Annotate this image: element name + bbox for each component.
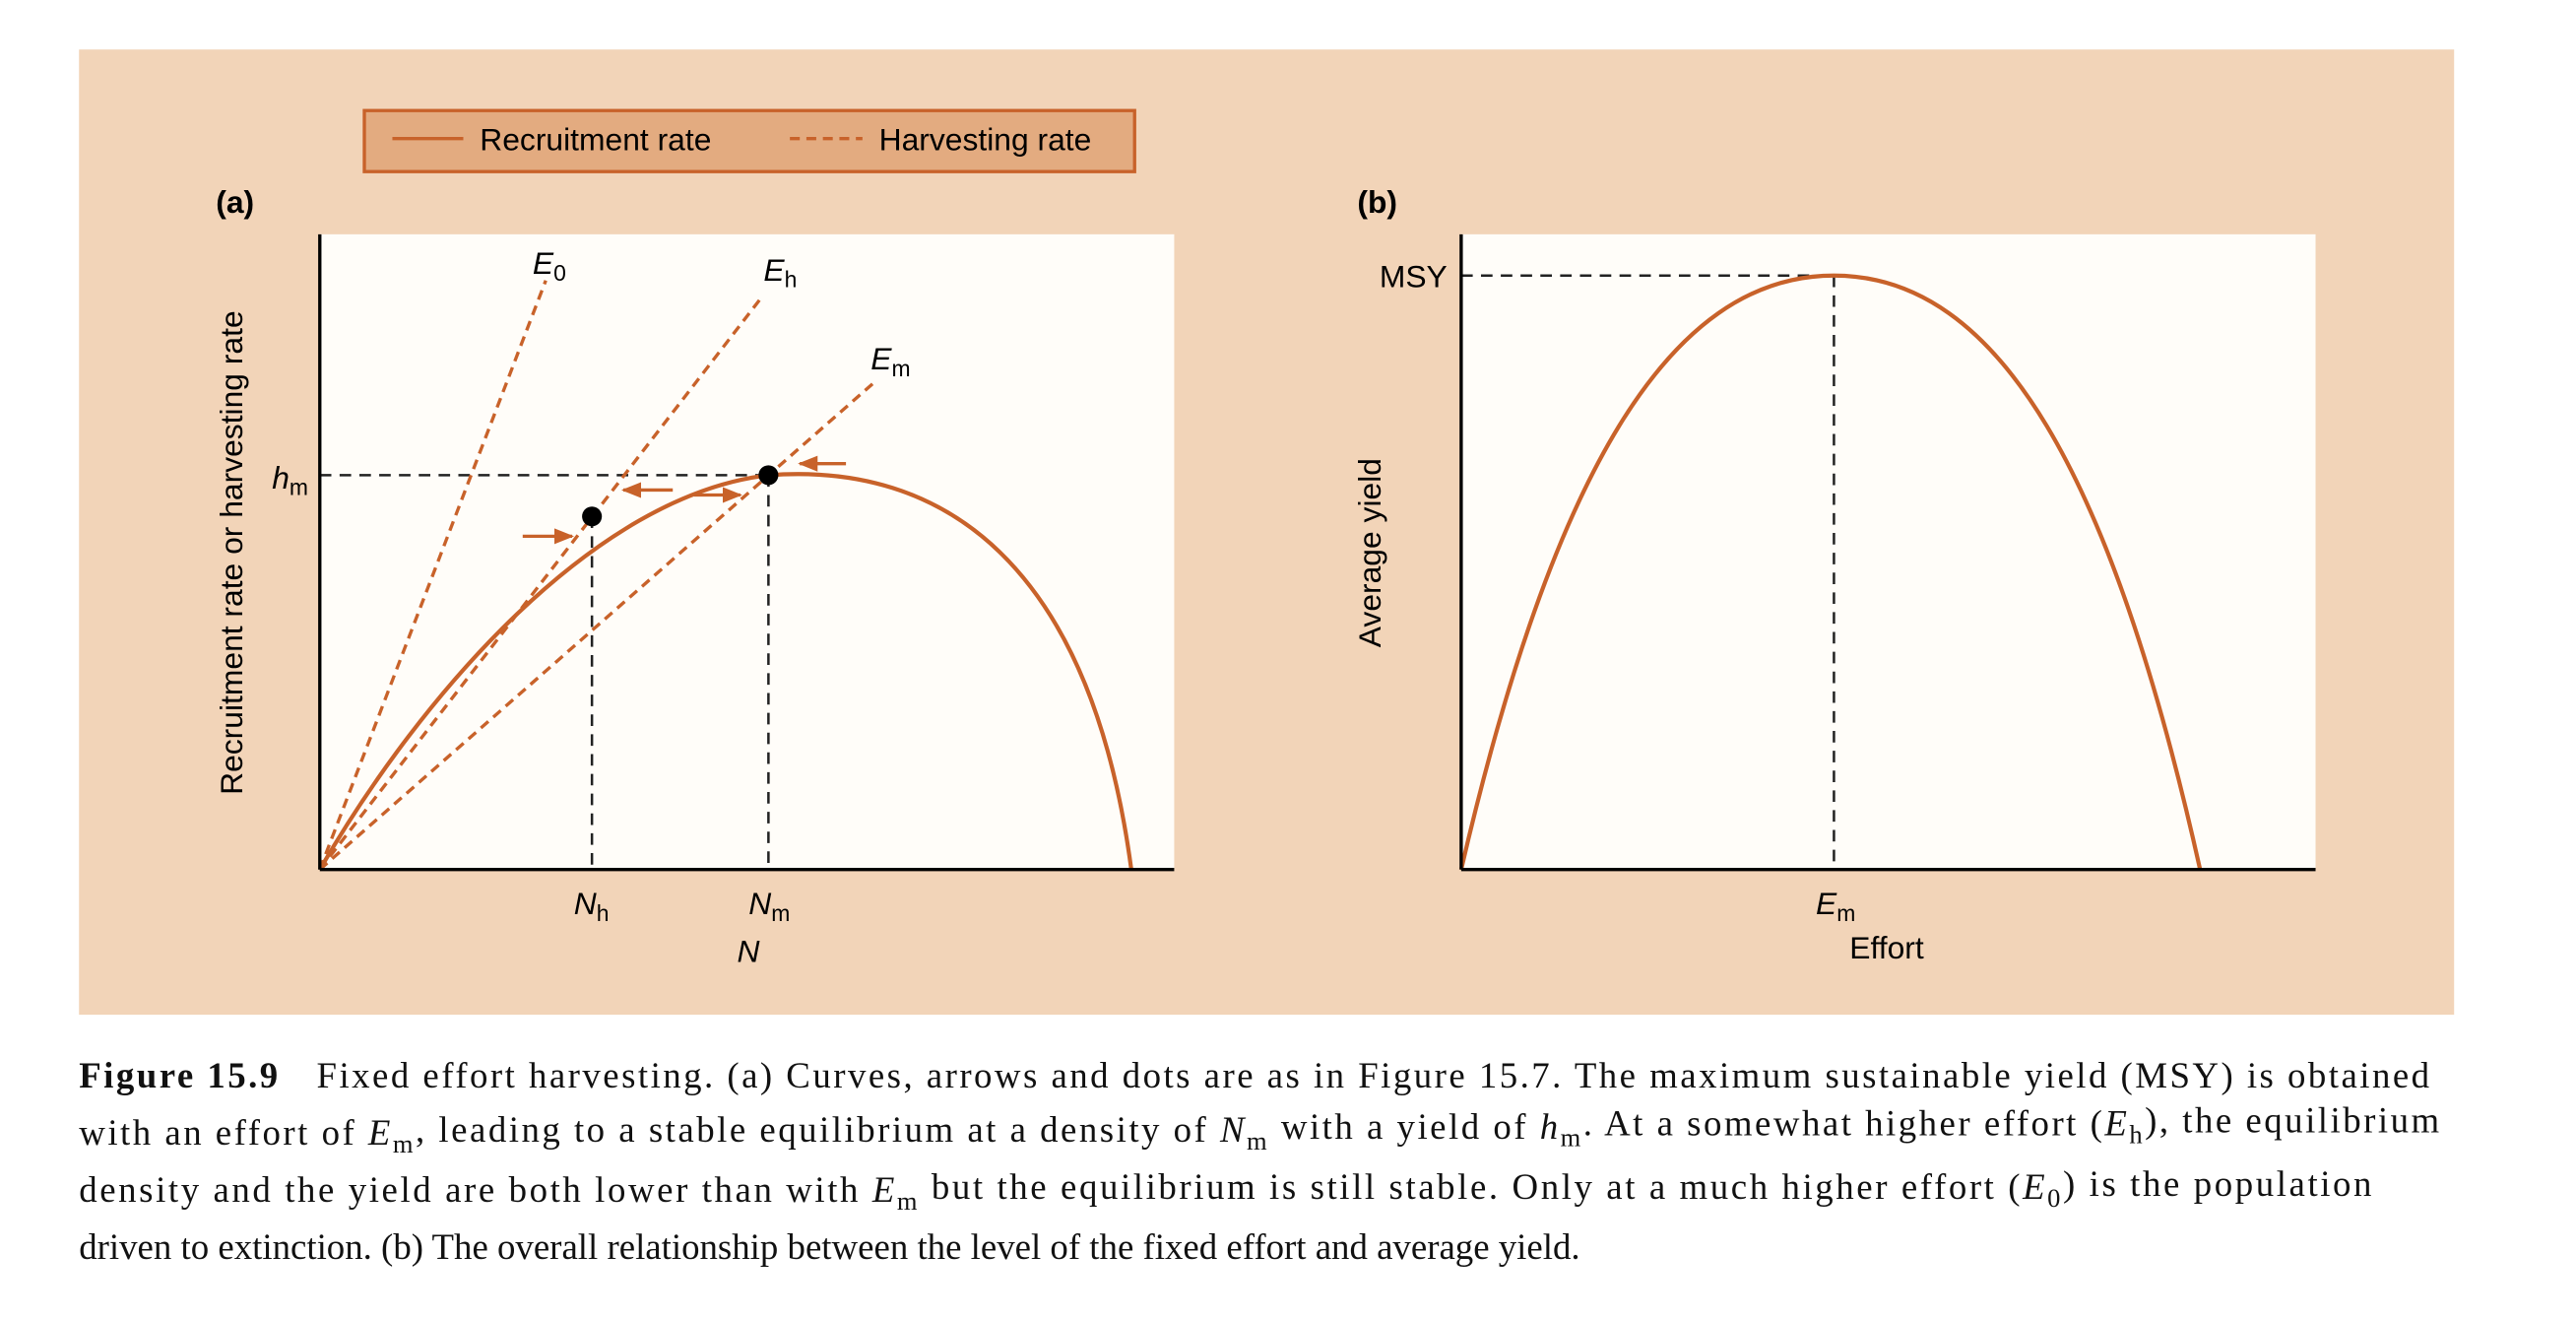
text-run: N [748,886,771,921]
text-run: Fixed effort harvesting. (a) Curves, arr… [316,1055,2429,1095]
text-run: ) is the population [2063,1163,2371,1204]
text-run: 0 [553,260,566,286]
text-run: N [1219,1109,1247,1150]
text-run: E [871,1169,895,1210]
text-run: h [272,460,290,495]
plot-area [1460,233,2316,870]
legend-box [362,108,1136,173]
text-run: ), the equilibrium [2145,1100,2439,1141]
text-run: but the equilibrium is still stable. Onl… [920,1166,2020,1207]
text-run: E [763,252,785,288]
text-run: h [597,900,610,926]
x-axis-label: N [738,934,760,969]
caption-line: Figure 15.9 Fixed effort harvesting. (a) … [79,1055,2429,1095]
caption: Figure 15.9 Fixed effort harvesting. (a) … [79,1055,2439,1267]
panel-a: (a) Recruitment rate or harvesting rate … [214,184,1175,969]
text-run: m [393,1129,414,1158]
line-label: E0 [533,245,566,286]
text-run: with a yield of [1269,1106,1537,1147]
text-run: h [785,267,798,293]
text-run: with an effort of [79,1112,365,1153]
text-run: E [2103,1103,2127,1144]
harvest-line [318,280,547,871]
panel-b: (b) Average yield MSY Em Effort [1352,184,2316,965]
y-axis-label: Average yield [1352,458,1387,647]
line-label: Eh [763,252,797,293]
x-axis-label: Effort [1849,930,1924,965]
text-run: . At a somewhat higher effort ( [1583,1103,2102,1144]
text-run: m [290,475,308,500]
text-run: E [533,245,554,281]
text-run: m [891,356,910,381]
text-run: m [897,1186,918,1216]
text-run: E [1816,886,1837,921]
panel-tag: (a) [216,184,254,220]
yield-curve [1458,273,2203,871]
text-run: h [1540,1106,1558,1147]
text-run: m [771,900,790,926]
equilibrium-dot [582,506,603,527]
y-marker-label: hm [272,460,308,500]
text-run: , leading to a stable equilibrium at a d… [416,1109,1217,1150]
legend-label: Recruitment rate [480,121,711,157]
x-marker-label: Nm [748,886,790,926]
text-run: h [2129,1120,2142,1150]
panel-tag: (b) [1357,184,1397,220]
y-marker-label: MSY [1380,258,1448,294]
y-axis-label: Recruitment rate or harvesting rate [214,310,249,795]
text-run: driven to extinction. (b) The overall re… [79,1226,1579,1267]
text-run: N [574,886,597,921]
caption-line: driven to extinction. (b) The overall re… [79,1226,1579,1267]
text-run: N [738,934,760,969]
x-marker-label: Em [1816,886,1855,926]
text-run: E [870,341,892,376]
text-run: 0 [2047,1183,2060,1213]
harvest-line [318,379,877,871]
text-run: E [367,1112,391,1153]
text-run: Figure 15.9 [79,1055,278,1095]
harvest-line [318,296,764,871]
text-run: E [2022,1166,2045,1207]
x-marker-label: Nh [574,886,610,926]
text-run: m [1247,1126,1267,1155]
legend: Recruitment rate Harvesting rate [362,108,1136,173]
text-run: m [1561,1123,1581,1153]
text-run: m [1836,900,1855,926]
equilibrium-dot [758,465,779,486]
legend-label: Harvesting rate [879,121,1092,157]
caption-line: density and the yield are both lower tha… [79,1163,2371,1216]
line-label: Em [870,341,910,381]
text-run: density and the yield are both lower tha… [79,1169,869,1210]
plot-area [319,233,1175,870]
